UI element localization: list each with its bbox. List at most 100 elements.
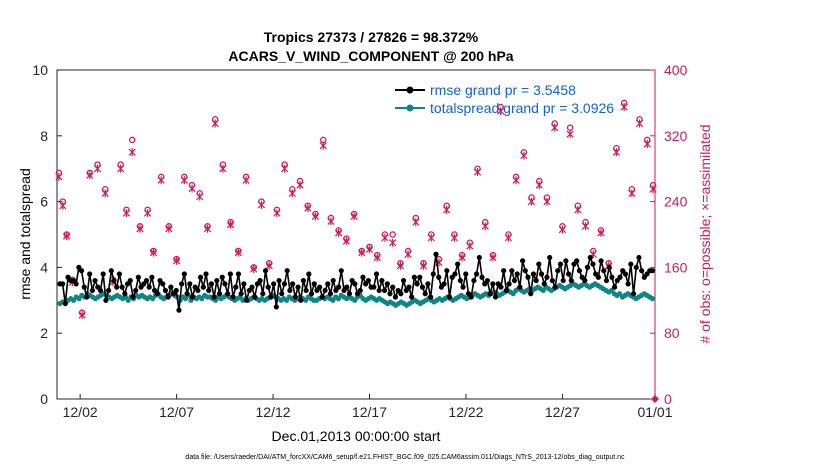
obs-assimilated-point (520, 151, 528, 160)
rmse-point (87, 271, 93, 277)
y-right-tick-label: 240 (664, 194, 688, 210)
rmse-point (487, 291, 493, 297)
rmse-point (430, 271, 436, 277)
obs-assimilated-point (466, 242, 474, 251)
y-left-tick-label: 8 (40, 128, 48, 144)
rmse-point (514, 271, 520, 277)
obs-assimilated-point (257, 200, 266, 209)
totalspread-point (649, 296, 656, 302)
rmse-point (214, 277, 220, 284)
rmse-point (173, 287, 179, 294)
obs-assimilated-point (304, 204, 312, 213)
rmse-point (541, 281, 547, 287)
obs-assimilated-point (335, 228, 343, 237)
rmse-point (633, 264, 639, 270)
obs-assimilated-point (535, 181, 543, 190)
rmse-point (219, 274, 225, 280)
rmse-point (576, 268, 583, 274)
obs-assimilated-point (165, 224, 173, 233)
rmse-point (230, 294, 236, 300)
rmse-point (468, 294, 474, 300)
obs-assimilated-point (404, 250, 412, 259)
obs-assimilated-point (188, 184, 196, 193)
rmse-point (216, 291, 223, 297)
rmse-point (78, 268, 85, 274)
obs-assimilated-point (458, 253, 466, 262)
obs-assimilated-point (450, 233, 459, 242)
rmse-point (344, 284, 350, 290)
rmse-point (252, 294, 258, 300)
rmse-point (327, 291, 334, 297)
rmse-point (549, 277, 555, 284)
y-right-tick-label: 80 (664, 325, 680, 341)
rmse-point (601, 268, 607, 274)
obs-assimilated-point (196, 192, 204, 201)
obs-possible-point (389, 231, 396, 238)
plot-area (56, 69, 656, 400)
rmse-point (241, 281, 247, 287)
obs-assimilated-point (551, 123, 559, 132)
rmse-point (235, 271, 242, 277)
obs-assimilated-point (597, 228, 605, 237)
obs-assimilated-point (396, 261, 404, 270)
rmse-point (143, 277, 150, 284)
x-tick-label: 12/12 (256, 404, 291, 420)
rmse-point (398, 291, 404, 297)
rmse-point (436, 274, 442, 280)
y-left-tick-label: 6 (40, 194, 48, 210)
rmse-point (352, 281, 358, 287)
y-left-tick-label: 10 (32, 62, 48, 78)
obs-assimilated-point (219, 164, 227, 173)
obs-assimilated-point (342, 237, 350, 246)
x-axis-label: Dec.01,2013 00:00:00 start (272, 428, 441, 444)
obs-assimilated-point (311, 212, 320, 221)
rmse-point (208, 281, 215, 287)
obs-assimilated-point (412, 218, 420, 227)
rmse-point (457, 277, 463, 284)
obs-assimilated-point (389, 238, 397, 247)
rmse-point (365, 277, 371, 284)
rmse-point (533, 277, 539, 284)
rmse-point (357, 287, 363, 294)
obs-assimilated-point (581, 222, 590, 231)
rmse-point (509, 268, 515, 274)
obs-assimilated-point (172, 256, 181, 265)
rmse-point (639, 268, 645, 274)
legend: rmse grand pr = 3.5458 totalspread grand… (395, 82, 614, 116)
series-layer (55, 99, 659, 403)
rmse-point (603, 277, 610, 284)
rmse-point (176, 307, 182, 313)
obs-assimilated-point (620, 103, 628, 112)
rmse-point (116, 271, 123, 277)
rmse-point (584, 264, 591, 270)
rmse-point (411, 274, 417, 280)
obs-assimilated-point (265, 261, 273, 270)
rmse-point (392, 294, 399, 300)
rmse-point (455, 261, 461, 267)
rmse-point (114, 284, 120, 290)
rmse-point (62, 300, 68, 307)
rmse-point (373, 271, 380, 277)
rmse-point (384, 281, 390, 287)
rmse-point (338, 268, 344, 274)
rmse-point (273, 304, 279, 310)
obs-assimilated-point (78, 311, 86, 320)
y-right-tick-label: 0 (664, 391, 672, 407)
obs-assimilated-point (149, 248, 158, 257)
rmse-point (260, 291, 266, 297)
rmse-point (81, 284, 87, 290)
rmse-point (406, 284, 412, 290)
obs-assimilated-point (473, 167, 482, 176)
rmse-line (59, 254, 653, 311)
obs-assimilated-point (527, 197, 536, 206)
obs-assimilated-point (327, 217, 335, 226)
y-right-tick-label: 320 (664, 128, 688, 144)
obs-assimilated-point (144, 209, 152, 218)
rmse-point (498, 284, 504, 290)
rmse-point (211, 294, 217, 300)
obs-assimilated-point (649, 185, 657, 194)
rmse-point (179, 281, 185, 287)
rmse-point (279, 291, 285, 297)
rmse-point (433, 251, 439, 257)
obs-assimilated-point (226, 220, 235, 229)
